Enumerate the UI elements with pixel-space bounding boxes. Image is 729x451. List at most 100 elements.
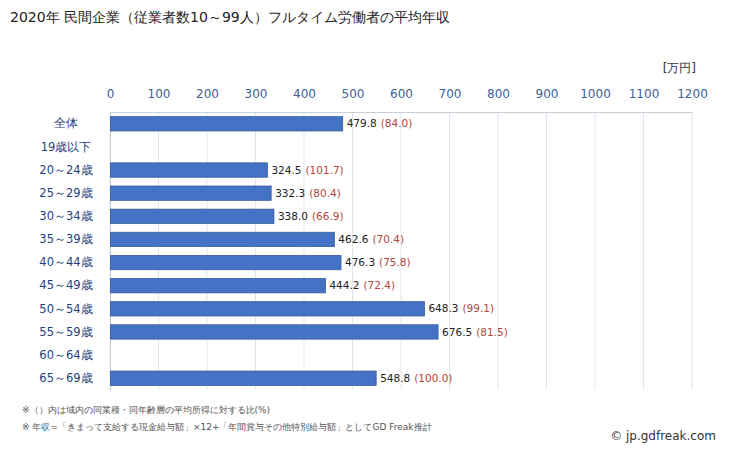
- ratio-label: (75.8): [379, 256, 411, 268]
- tick-label: 50～54歳: [39, 302, 92, 316]
- chart: 2020年 民間企業（従業者数10～99人）フルタイム労働者の平均年収[万円]0…: [0, 0, 729, 451]
- tick-label: 1200: [677, 87, 708, 101]
- grid-line: [255, 112, 256, 390]
- tick: 50～54歳: [39, 302, 110, 316]
- tick: 1100: [629, 87, 660, 112]
- value-label: 648.3: [428, 302, 458, 314]
- value-label: 462.6: [338, 233, 368, 245]
- bar: [110, 232, 334, 246]
- ratio-label: (80.4): [309, 187, 341, 199]
- tick: 55～59歳: [39, 325, 110, 339]
- tick-label: 900: [536, 87, 559, 101]
- tick-label: 800: [487, 87, 510, 101]
- tick: 65～69歳: [39, 371, 110, 385]
- tick-label: 200: [196, 87, 219, 101]
- grid: [110, 112, 692, 390]
- value-label: 676.5: [442, 326, 472, 338]
- tick: 300: [245, 87, 268, 112]
- axis-line: [111, 112, 693, 113]
- tick: 800: [487, 87, 510, 112]
- data-label: 338.0(66.9): [278, 210, 344, 222]
- ratio-label: (72.4): [363, 279, 395, 291]
- grid-line: [158, 112, 159, 390]
- grid-line: [498, 112, 499, 390]
- tick-label: 300: [245, 87, 268, 101]
- grid-line: [304, 112, 305, 390]
- grid-line: [692, 112, 693, 390]
- tick: 900: [536, 87, 559, 112]
- tick-label: 55～59歳: [39, 325, 92, 339]
- data-label: 332.3 (80.4): [275, 187, 341, 199]
- tick: 1200: [677, 87, 708, 112]
- tick-label: 60～64歳: [39, 348, 92, 362]
- grid-line: [595, 112, 596, 390]
- tick-label: 600: [390, 87, 413, 101]
- data-label: 479.8 (84.0): [347, 117, 413, 129]
- tick: 400: [293, 87, 316, 112]
- grid-line: [449, 112, 450, 390]
- value-label: 476.3: [345, 256, 375, 268]
- y-axis: 全体 19歳以下 20～24歳 25～29歳 30～34歳 35～39歳 40～44歳 45～…: [39, 113, 110, 391]
- tick: 40～44歳: [39, 255, 110, 269]
- grid-line: [110, 112, 111, 390]
- tick-label: 30～34歳: [39, 209, 92, 223]
- bars: [110, 117, 438, 386]
- tick: 25～29歳: [39, 186, 110, 200]
- tick: 45～49歳: [39, 278, 110, 292]
- bar: [110, 255, 341, 269]
- tick-label: 40～44歳: [39, 255, 92, 269]
- value-label: 479.8: [347, 117, 377, 129]
- tick-label: 700: [439, 87, 462, 101]
- grid-line: [546, 112, 547, 390]
- tick-label: 1000: [580, 87, 611, 101]
- grid-line: [352, 112, 353, 390]
- tick: 35～39歳: [39, 232, 110, 246]
- tick: 19歳以下: [41, 140, 110, 154]
- ratio-label: (101.7): [305, 164, 343, 176]
- tick: 200: [196, 87, 219, 112]
- ratio-label: (99.1): [462, 302, 494, 314]
- tick: 20～24歳: [39, 163, 110, 177]
- tick: 30～34歳: [39, 209, 110, 223]
- grid-line: [643, 112, 644, 390]
- data-label: 444.2 (72.4): [329, 279, 395, 291]
- ratio-label: (66.9): [312, 210, 344, 222]
- bar: [110, 117, 343, 131]
- value-label: 324.5: [271, 164, 301, 176]
- x-axis: 0 100 200 300 400 500 600 700 800 900 1000 1100 1200: [107, 87, 708, 113]
- tick-label: 100: [148, 87, 171, 101]
- tick-label: 0: [107, 87, 115, 101]
- bar: [110, 209, 274, 223]
- data-label: 476.3 (75.8): [345, 256, 411, 268]
- grid-line: [207, 112, 208, 390]
- bar: [110, 279, 325, 293]
- tick: 600: [390, 87, 413, 112]
- tick-label: 20～24歳: [39, 163, 92, 177]
- data-label: 462.6(70.4): [338, 233, 404, 245]
- value-label: 548.8: [380, 372, 410, 384]
- tick-label: 45～49歳: [39, 278, 92, 292]
- bar: [110, 163, 267, 177]
- tick-label: 25～29歳: [39, 186, 92, 200]
- grid-line: [401, 112, 402, 390]
- tick-label: 500: [342, 87, 365, 101]
- data-label: 324.5 (101.7): [271, 164, 343, 176]
- tick: 0: [107, 87, 115, 112]
- tick: 1000: [580, 87, 611, 112]
- tick: 700: [439, 87, 462, 112]
- tick-label: 65～69歳: [39, 371, 92, 385]
- tick-label: 19歳以下: [41, 140, 92, 154]
- value-label: 332.3: [275, 187, 305, 199]
- ratio-label: (81.5): [476, 326, 508, 338]
- value-label: 444.2: [329, 279, 359, 291]
- tick: 全体: [54, 116, 110, 130]
- title: 2020年 民間企業（従業者数10～99人）フルタイム労働者の平均年収: [10, 9, 450, 25]
- bar: [110, 325, 438, 339]
- data-label: 648.3 (99.1): [428, 302, 494, 314]
- bar: [110, 186, 271, 200]
- axis-line: [110, 113, 111, 391]
- note: ※ 年収=「きまって支給する現金給与額」×12+「年間賞与その他特別給与額」とし…: [22, 422, 432, 432]
- tick-label: 400: [293, 87, 316, 101]
- note: ※（）内は域内の同業種・同年齢層の平均所得に対する比(%): [22, 405, 270, 415]
- ratio-label: (84.0): [381, 117, 413, 129]
